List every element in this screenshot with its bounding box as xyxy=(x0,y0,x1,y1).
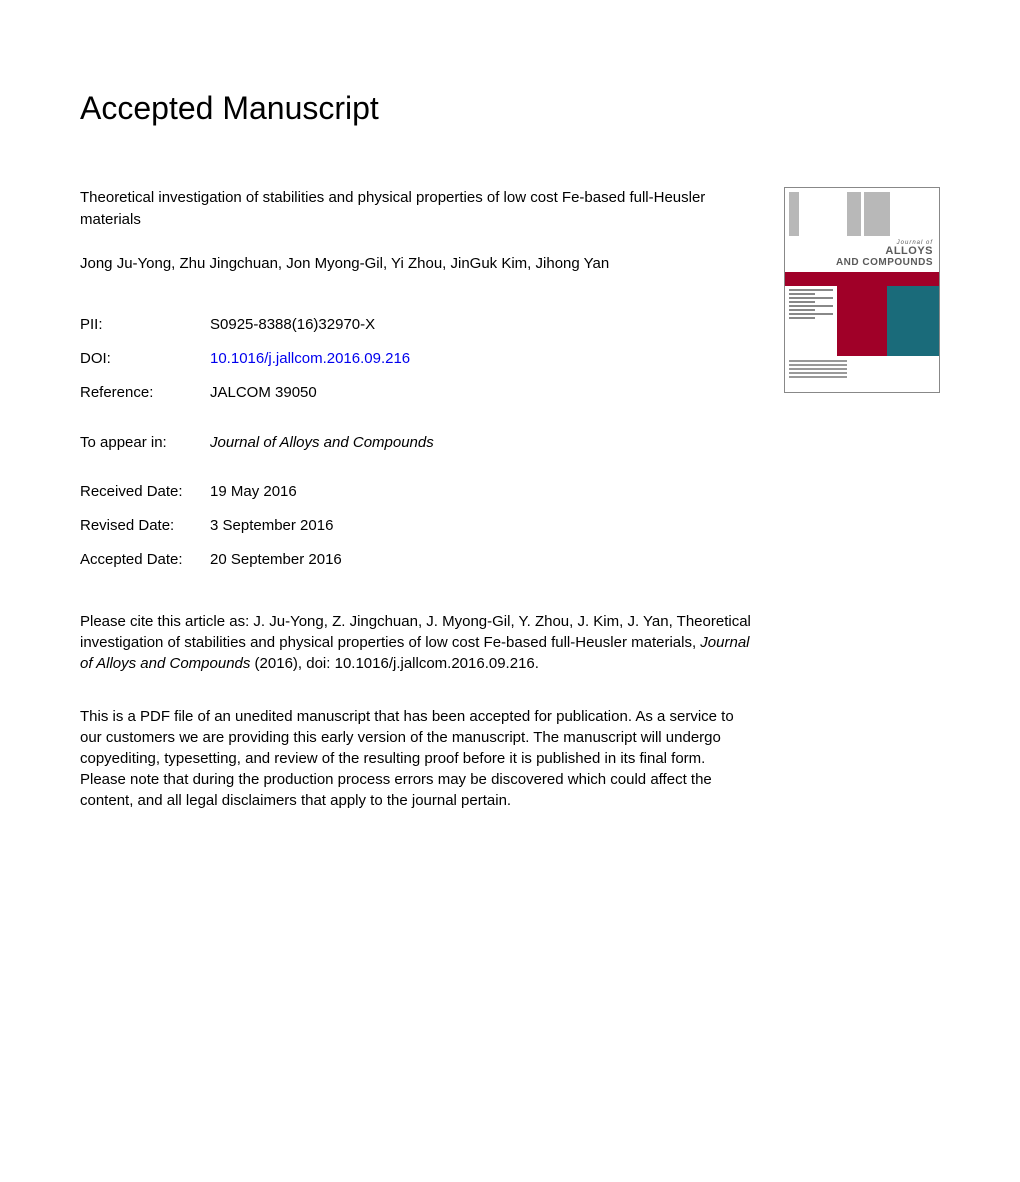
received-value: 19 May 2016 xyxy=(210,481,297,503)
pii-label: PII: xyxy=(80,314,210,336)
reference-label: Reference: xyxy=(80,382,210,404)
cover-mid-section xyxy=(785,286,939,356)
citation-prefix: Please cite this article as: J. Ju-Yong,… xyxy=(80,613,751,651)
paper-title: Theoretical investigation of stabilities… xyxy=(80,187,754,231)
revised-value: 3 September 2016 xyxy=(210,515,333,537)
meta-row-received: Received Date: 19 May 2016 xyxy=(80,481,754,503)
metadata-block-1: PII: S0925-8388(16)32970-X DOI: 10.1016/… xyxy=(80,314,754,403)
doi-link[interactable]: 10.1016/j.jallcom.2016.09.216 xyxy=(210,348,410,370)
cover-top-blocks xyxy=(785,188,939,240)
appear-value: Journal of Alloys and Compounds xyxy=(210,432,434,454)
doi-label: DOI: xyxy=(80,348,210,370)
journal-cover-thumbnail: Journal of ALLOYS AND COMPOUNDS xyxy=(784,187,940,393)
meta-row-reference: Reference: JALCOM 39050 xyxy=(80,382,754,404)
accepted-value: 20 September 2016 xyxy=(210,549,342,571)
appear-label: To appear in: xyxy=(80,432,210,454)
meta-row-pii: PII: S0925-8388(16)32970-X xyxy=(80,314,754,336)
meta-row-accepted: Accepted Date: 20 September 2016 xyxy=(80,549,754,571)
meta-row-appear: To appear in: Journal of Alloys and Comp… xyxy=(80,432,754,454)
reference-value: JALCOM 39050 xyxy=(210,382,317,404)
metadata-block-3: Received Date: 19 May 2016 Revised Date:… xyxy=(80,481,754,570)
metadata-block-2: To appear in: Journal of Alloys and Comp… xyxy=(80,432,754,454)
paper-authors: Jong Ju-Yong, Zhu Jingchuan, Jon Myong-G… xyxy=(80,253,754,275)
page-heading: Accepted Manuscript xyxy=(80,90,940,127)
revised-label: Revised Date: xyxy=(80,515,210,537)
meta-row-revised: Revised Date: 3 September 2016 xyxy=(80,515,754,537)
meta-row-doi: DOI: 10.1016/j.jallcom.2016.09.216 xyxy=(80,348,754,370)
accepted-label: Accepted Date: xyxy=(80,549,210,571)
disclaimer-text: This is a PDF file of an unedited manusc… xyxy=(80,706,754,811)
content-wrap: Theoretical investigation of stabilities… xyxy=(80,187,940,811)
cover-red-band xyxy=(785,272,939,286)
citation-suffix: (2016), doi: 10.1016/j.jallcom.2016.09.2… xyxy=(250,655,539,672)
cover-title-line2: AND COMPOUNDS xyxy=(785,258,933,269)
citation-text: Please cite this article as: J. Ju-Yong,… xyxy=(80,611,754,674)
main-column: Theoretical investigation of stabilities… xyxy=(80,187,754,811)
pii-value: S0925-8388(16)32970-X xyxy=(210,314,375,336)
cover-journal-title: Journal of ALLOYS AND COMPOUNDS xyxy=(785,240,939,270)
cover-bottom-lines xyxy=(785,356,939,384)
received-label: Received Date: xyxy=(80,481,210,503)
